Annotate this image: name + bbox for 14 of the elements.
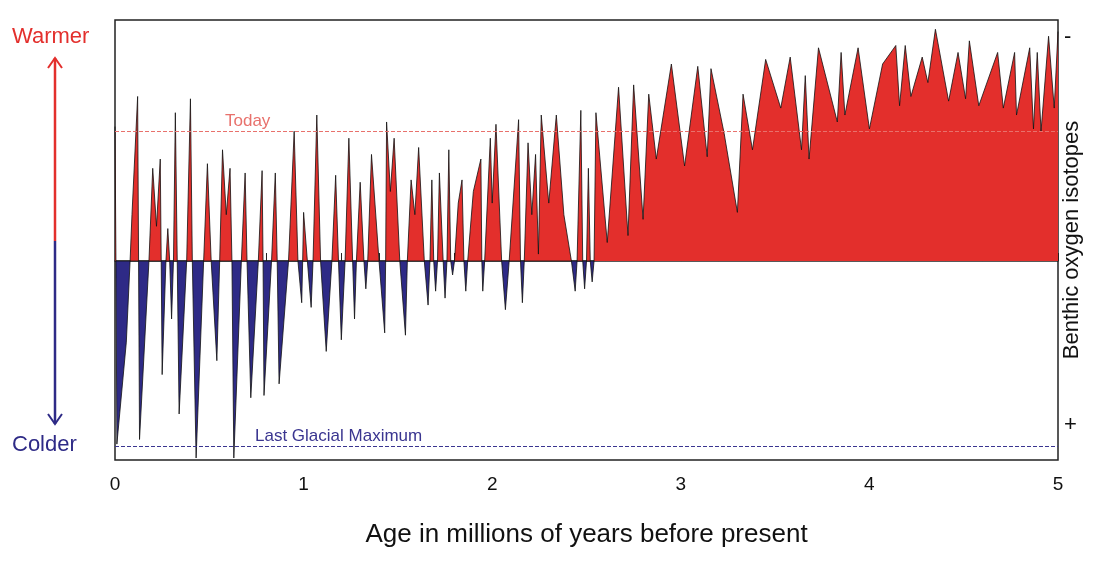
y-axis-title: Benthic oxygen isotopes (1058, 120, 1084, 360)
ref-line-label: Last Glacial Maximum (255, 426, 423, 446)
ref-line-label: Today (225, 111, 271, 131)
text: Warmer (12, 23, 90, 48)
x-tick-label: 5 (1052, 473, 1064, 494)
x-tick-label: 0 (109, 473, 121, 494)
text: + (1064, 411, 1077, 436)
x-axis-title: Age in millions of years before present (365, 518, 809, 548)
x-tick-label: 1 (298, 473, 309, 494)
x-tick-label: 2 (486, 473, 498, 494)
x-tick-label: 4 (864, 473, 876, 494)
text: Colder (12, 431, 77, 456)
text: - (1064, 23, 1072, 48)
x-tick-label: 3 (675, 473, 687, 494)
